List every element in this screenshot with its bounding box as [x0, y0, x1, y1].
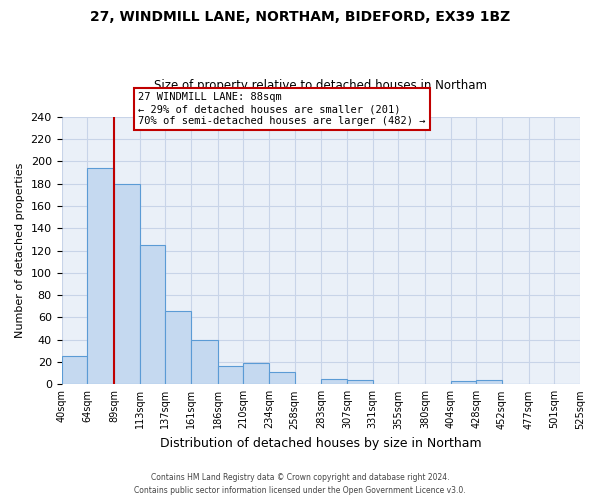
Title: Size of property relative to detached houses in Northam: Size of property relative to detached ho…	[154, 79, 487, 92]
Y-axis label: Number of detached properties: Number of detached properties	[15, 163, 25, 338]
Bar	[87, 168, 114, 384]
Text: Contains HM Land Registry data © Crown copyright and database right 2024.
Contai: Contains HM Land Registry data © Crown c…	[134, 474, 466, 495]
Bar	[269, 372, 295, 384]
Bar	[191, 340, 218, 384]
Bar	[62, 356, 87, 384]
Bar	[114, 184, 140, 384]
Bar	[476, 380, 502, 384]
Bar	[321, 378, 347, 384]
X-axis label: Distribution of detached houses by size in Northam: Distribution of detached houses by size …	[160, 437, 482, 450]
Bar	[451, 381, 476, 384]
Text: 27, WINDMILL LANE, NORTHAM, BIDEFORD, EX39 1BZ: 27, WINDMILL LANE, NORTHAM, BIDEFORD, EX…	[90, 10, 510, 24]
Bar	[140, 245, 165, 384]
Bar	[218, 366, 243, 384]
Bar	[243, 363, 269, 384]
Bar	[347, 380, 373, 384]
Text: 27 WINDMILL LANE: 88sqm
← 29% of detached houses are smaller (201)
70% of semi-d: 27 WINDMILL LANE: 88sqm ← 29% of detache…	[139, 92, 426, 126]
Bar	[165, 310, 191, 384]
